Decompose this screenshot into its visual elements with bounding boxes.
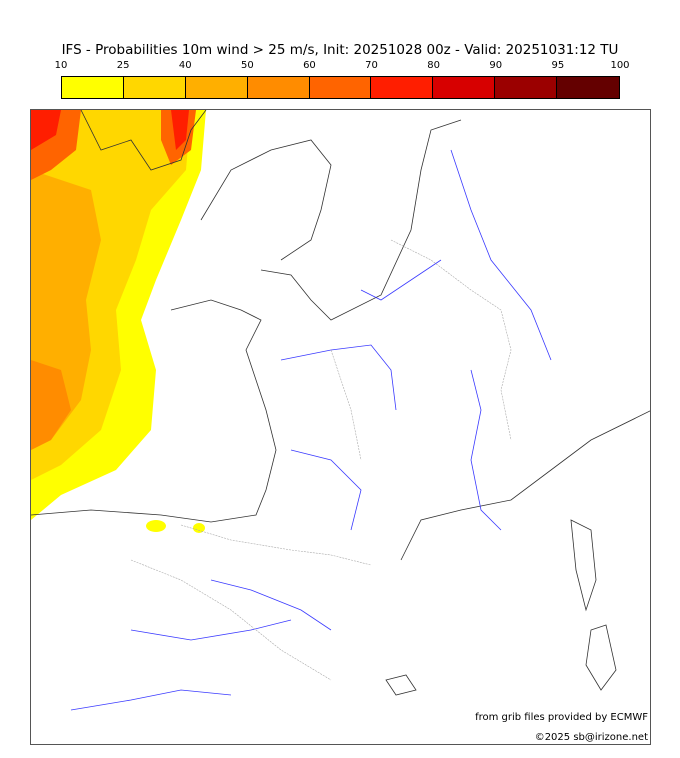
colorbar-tick-label: 60 bbox=[303, 60, 316, 71]
colorbar-tick-label: 40 bbox=[178, 60, 192, 71]
colorbar-segment bbox=[185, 77, 248, 98]
colorbar bbox=[61, 76, 620, 99]
copyright: ©2025 sb@irizone.net bbox=[534, 732, 648, 743]
probability-map[interactable] bbox=[30, 109, 651, 745]
colorbar-tick-label: 95 bbox=[551, 60, 565, 71]
colorbar-tick-label: 70 bbox=[365, 60, 378, 71]
colorbar-segment bbox=[557, 77, 619, 98]
colorbar-tick-label: 80 bbox=[427, 60, 441, 71]
probability-field bbox=[31, 110, 206, 533]
colorbar-tick-label: 10 bbox=[54, 60, 68, 71]
colorbar-tick-label: 100 bbox=[610, 60, 630, 71]
colorbar-segment bbox=[247, 77, 310, 98]
coastlines bbox=[31, 110, 650, 696]
colorbar-segment bbox=[123, 77, 186, 98]
map-title: IFS - Probabilities 10m wind > 25 m/s, I… bbox=[61, 42, 619, 58]
rivers bbox=[70, 149, 552, 711]
source-credit: from grib files provided by ECMWF bbox=[475, 712, 648, 723]
colorbar-segment bbox=[62, 77, 124, 98]
colorbar-segment bbox=[433, 77, 496, 98]
colorbar-segment bbox=[371, 77, 434, 98]
colorbar-tick-label: 50 bbox=[240, 60, 254, 71]
colorbar-segment bbox=[495, 77, 557, 98]
colorbar-segment bbox=[309, 77, 372, 98]
colorbar-tick-label: 90 bbox=[489, 60, 503, 71]
colorbar-tick-label: 25 bbox=[116, 60, 130, 71]
map-canvas bbox=[31, 110, 650, 711]
borders bbox=[130, 239, 512, 681]
